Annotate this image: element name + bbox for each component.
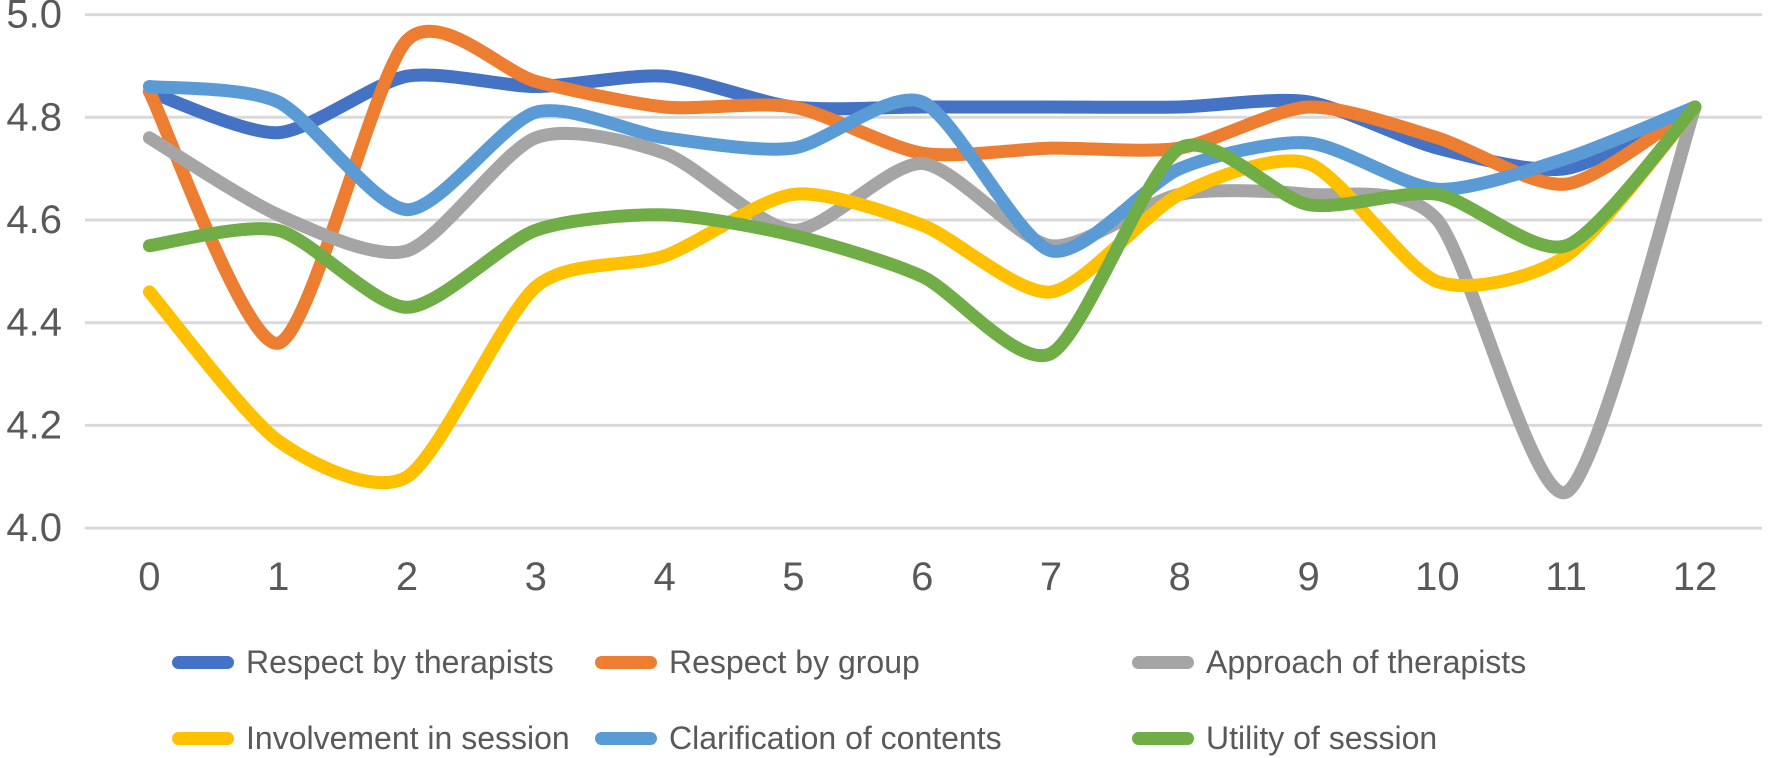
- y-axis-tick-label: 4.4: [6, 301, 62, 345]
- x-axis-tick-label: 1: [267, 555, 289, 599]
- x-axis-tick-label: 12: [1673, 555, 1718, 599]
- x-axis-tick-label: 9: [1297, 555, 1319, 599]
- x-axis-tick-label: 6: [911, 555, 933, 599]
- series-line-approach-of-therapists: [142, 100, 1702, 499]
- x-axis-tick-label: 2: [396, 555, 418, 599]
- y-axis-tick-label: 4.8: [6, 95, 62, 139]
- y-axis-tick-label: 4.6: [6, 198, 62, 242]
- y-axis-tick-label: 5.0: [6, 0, 62, 37]
- series-line-involvement-in-session: [142, 100, 1702, 490]
- y-axis-tick-label: 4.0: [6, 506, 62, 550]
- series-line-respect-by-group: [142, 24, 1702, 350]
- x-axis-tick-label: 8: [1169, 555, 1191, 599]
- y-axis-tick-label: 4.2: [6, 403, 62, 447]
- x-axis-tick-label: 11: [1545, 555, 1587, 599]
- x-axis-tick-label: 0: [138, 555, 160, 599]
- x-axis-tick-label: 5: [782, 555, 804, 599]
- x-axis-tick-label: 10: [1415, 555, 1460, 599]
- series-line-utility-of-session: [142, 100, 1702, 363]
- x-axis-tick-label: 7: [1040, 555, 1062, 599]
- x-axis-tick-label: 4: [653, 555, 675, 599]
- x-axis-tick-label: 3: [525, 555, 547, 599]
